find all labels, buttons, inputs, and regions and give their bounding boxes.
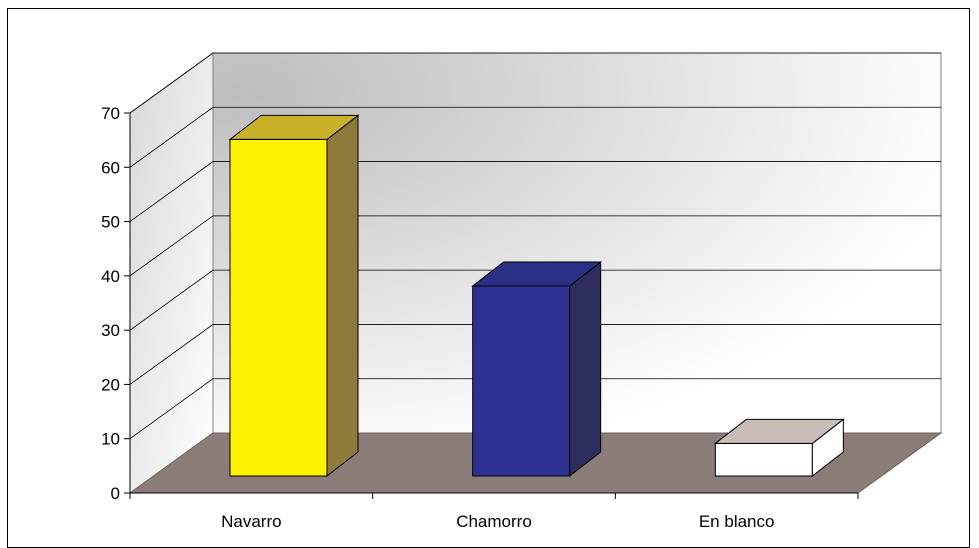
bar-top — [471, 261, 603, 287]
y-tick-label: 60 — [101, 158, 120, 177]
axes — [124, 112, 859, 499]
gridlines — [129, 52, 941, 440]
gridline — [129, 324, 941, 385]
gridline — [129, 215, 941, 277]
y-tick-label: 10 — [101, 430, 120, 449]
x-category-label: Chamorro — [456, 512, 532, 531]
y-axis-tick-labels: 0 10 20 30 40 50 60 70 — [101, 104, 120, 503]
bar-chart: 0 10 20 30 40 50 60 70 Navarro Chamorro En blanco — [101, 52, 943, 531]
bar-front — [229, 138, 328, 477]
x-category-label: Navarro — [221, 512, 281, 531]
bar-chamorro — [471, 260, 603, 478]
y-tick-label: 20 — [101, 375, 120, 394]
gridline — [129, 106, 941, 168]
bar-front — [472, 285, 571, 477]
y-tick-label: 40 — [101, 267, 120, 286]
side-wall — [129, 52, 214, 494]
bar-side — [326, 114, 359, 478]
y-tick-label: 0 — [111, 484, 120, 503]
bar-front — [714, 442, 813, 477]
bar-top — [228, 114, 360, 140]
y-tick-label: 30 — [101, 321, 120, 340]
bar-en-blanco — [713, 418, 845, 478]
y-tick-label: 70 — [101, 104, 120, 123]
bar-navarro — [228, 114, 360, 478]
y-tick-label: 50 — [101, 213, 120, 232]
gridline — [129, 161, 941, 222]
gridline — [129, 269, 941, 331]
bar-side — [569, 260, 602, 478]
x-axis-category-labels: Navarro Chamorro En blanco — [221, 512, 774, 531]
gridline — [129, 378, 941, 440]
gridline — [129, 52, 941, 114]
x-category-label: En blanco — [699, 512, 775, 531]
bars — [228, 114, 845, 478]
bar-top — [713, 418, 845, 444]
